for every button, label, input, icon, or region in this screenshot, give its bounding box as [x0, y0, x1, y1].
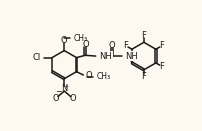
Text: NH: NH [125, 52, 138, 61]
Text: O: O [52, 94, 59, 103]
Text: O: O [108, 41, 115, 50]
Text: −: − [54, 88, 61, 97]
Text: +: + [63, 84, 68, 89]
Text: NH: NH [99, 52, 111, 61]
Text: F: F [159, 41, 164, 50]
Text: O: O [69, 94, 76, 103]
Text: O: O [85, 71, 92, 80]
Text: F: F [141, 72, 146, 81]
Text: CH₃: CH₃ [96, 72, 110, 81]
Text: CH₃: CH₃ [73, 34, 87, 43]
Text: F: F [123, 41, 128, 50]
Text: F: F [141, 31, 146, 40]
Text: F: F [159, 62, 164, 71]
Text: N: N [61, 84, 67, 93]
Text: O: O [61, 36, 67, 45]
Text: Cl: Cl [33, 53, 41, 62]
Text: O: O [82, 40, 88, 49]
